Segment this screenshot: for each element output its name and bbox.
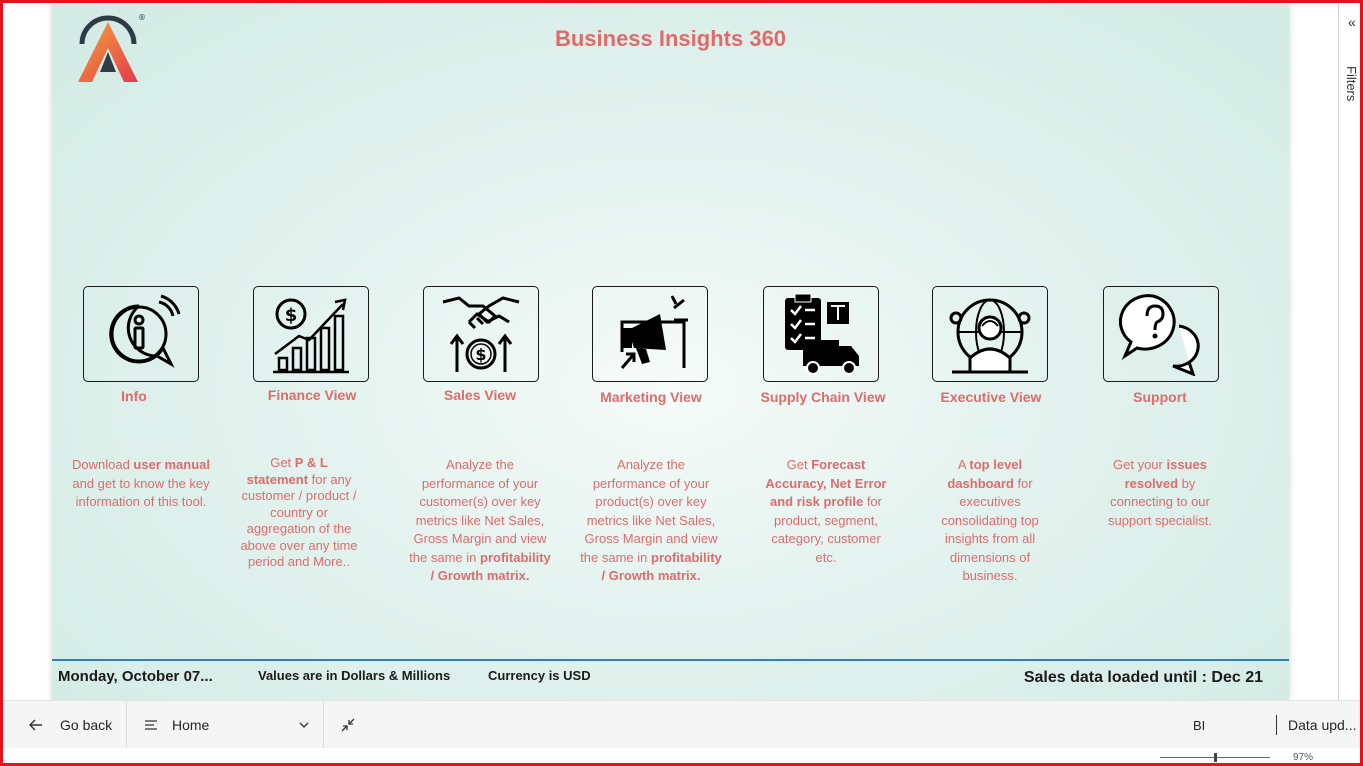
description-segment: Forecast Accuracy, Net Error and risk pr… — [765, 457, 887, 509]
zoom-level[interactable]: 97% — [1293, 752, 1314, 763]
tile-description-marketing-view: Analyze the performance of your product(… — [580, 456, 722, 586]
page-select-value: Home — [172, 717, 210, 733]
separator — [323, 701, 324, 749]
tile-description-support: Get your issues resolved by connecting t… — [1103, 456, 1217, 530]
tile-label-info[interactable]: Info — [121, 388, 147, 404]
description-segment: profitability / Growth matrix. — [601, 549, 722, 584]
support-tile-button[interactable] — [1103, 286, 1219, 382]
description-segment: and get to know the key information of t… — [72, 475, 210, 510]
status-bar — [0, 748, 1363, 766]
description-segment: A — [957, 457, 970, 472]
info-icon — [109, 294, 181, 368]
page-title: Business Insights 360 — [554, 26, 787, 51]
report-page: ® Business Insights 360 $ — [52, 4, 1289, 700]
svg-text:$: $ — [285, 305, 298, 326]
description-segment: top level dashboard — [947, 457, 1023, 491]
bottom-navigation-bar: Go back Home BI Data upd... — [0, 700, 1363, 749]
finance-view-tile-button[interactable]: $ — [253, 286, 369, 382]
description-segment: for any customer / product / country or … — [240, 471, 358, 570]
description-segment: Get — [270, 455, 295, 470]
tile-description-finance-view: Get P & L statement for any customer / p… — [240, 455, 358, 571]
executive-globe-icon — [949, 298, 1031, 374]
truck-checklist-icon — [785, 293, 859, 375]
arrow-left-icon — [29, 719, 42, 731]
description-segment: Get your — [1113, 457, 1167, 472]
svg-text:®: ® — [138, 13, 146, 22]
filters-pane[interactable] — [1338, 4, 1360, 700]
description-segment: Analyze the performance of your product(… — [580, 457, 718, 565]
tile-label-supply-chain-view[interactable]: Supply Chain View — [760, 389, 886, 405]
go-back-label: Go back — [60, 717, 113, 733]
separator — [126, 701, 127, 749]
filters-pane-label[interactable]: Filters — [1344, 66, 1359, 102]
tile-description-executive-view: A top level dashboard for executives con… — [927, 456, 1053, 586]
description-segment: by connecting to our support specialist. — [1107, 475, 1213, 528]
megaphone-icon — [620, 295, 688, 369]
svg-text:$: $ — [475, 345, 486, 364]
zoom-slider-thumb[interactable] — [1214, 753, 1217, 762]
handshake-dollar-icon: $ — [442, 296, 520, 372]
description-segment: user manual — [133, 457, 211, 472]
chevron-down-icon — [299, 722, 309, 728]
collapse-arrows-icon — [341, 718, 355, 732]
footer-divider — [52, 659, 1289, 661]
supply-chain-view-tile-button[interactable] — [763, 286, 879, 382]
description-segment: profitability / Growth matrix. — [430, 549, 551, 584]
separator — [1276, 715, 1277, 735]
page-select-dropdown[interactable]: Home — [144, 701, 310, 749]
data-updated-text[interactable]: Data upd... — [1288, 717, 1357, 733]
chat-question-icon — [1119, 294, 1200, 376]
data-loaded-note: Sales data loaded until : Dec 21 — [1023, 669, 1263, 686]
tile-label-executive-view[interactable]: Executive View — [940, 389, 1042, 405]
tile-label-sales-view[interactable]: Sales View — [443, 387, 517, 403]
finance-growth-icon: $ — [273, 298, 349, 374]
tile-description-info: Download user manual and get to know the… — [71, 456, 211, 512]
bi-label[interactable]: BI — [1193, 717, 1206, 733]
tile-label-finance-view[interactable]: Finance View — [267, 387, 357, 403]
description-segment: Analyze the performance of your customer… — [409, 457, 547, 565]
currency-note: Currency is USD — [488, 668, 591, 683]
tile-label-marketing-view[interactable]: Marketing View — [600, 389, 702, 405]
go-back-button[interactable]: Go back — [28, 701, 112, 749]
values-note: Values are in Dollars & Millions — [258, 668, 451, 683]
description-segment: for product, segment, category, customer… — [771, 494, 882, 565]
description-segment: Get — [786, 457, 812, 472]
minimize-button[interactable] — [340, 701, 356, 749]
description-segment: P & L statement — [246, 455, 328, 487]
tile-label-support[interactable]: Support — [1133, 389, 1187, 405]
double-chevron-left-icon[interactable]: « — [1348, 14, 1356, 30]
marketing-view-tile-button[interactable] — [592, 286, 708, 382]
executive-view-tile-button[interactable] — [932, 286, 1048, 382]
list-icon — [145, 720, 157, 730]
current-date-text: Monday, October 07... — [58, 668, 213, 685]
sales-view-tile-button[interactable]: $ — [423, 286, 539, 382]
tile-description-supply-chain-view: Get Forecast Accuracy, Net Error and ris… — [760, 456, 892, 567]
description-segment: Download — [71, 457, 134, 472]
tile-description-sales-view: Analyze the performance of your customer… — [409, 456, 551, 586]
atliq-logo: ® — [78, 13, 146, 82]
info-tile-button[interactable] — [83, 286, 199, 382]
description-segment: for executives consolidating top insight… — [941, 475, 1039, 584]
description-segment: issues resolved — [1124, 457, 1207, 491]
